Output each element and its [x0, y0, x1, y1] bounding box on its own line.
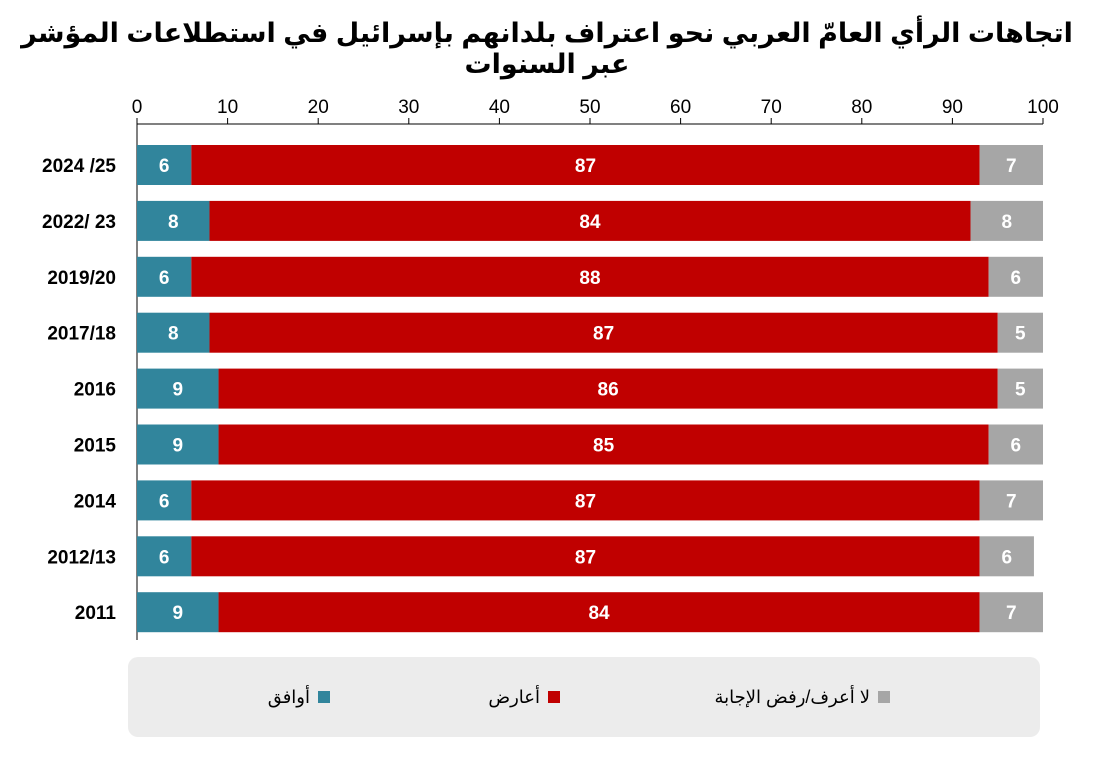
data-label: 7 [1006, 491, 1017, 512]
data-label: 8 [168, 324, 179, 345]
legend: لا أعرف/رفض الإجابة أعارض أوافق [128, 657, 1040, 737]
x-tick-label: 10 [217, 97, 238, 118]
bar-segment [191, 480, 980, 521]
x-tick-label: 60 [670, 97, 691, 118]
category-label: 2019/20 [47, 268, 116, 289]
category-labels: 2024 /25 2022/ 23 2019/20 2017/18 2016 2015 20… [42, 156, 116, 624]
data-label: 8 [168, 212, 179, 233]
data-label: 6 [159, 156, 170, 177]
legend-item-oppose: أعارض [488, 685, 560, 709]
bar-segment [191, 256, 989, 297]
x-tick-label: 40 [489, 97, 510, 118]
category-label: 2011 [75, 603, 117, 624]
data-label: 87 [593, 324, 614, 345]
x-tick-label: 20 [308, 97, 329, 118]
data-label: 9 [172, 380, 183, 401]
bar-segment [137, 536, 192, 577]
data-label: 8 [1001, 212, 1012, 233]
data-label: 5 [1015, 380, 1026, 401]
category-label: 2012/13 [47, 547, 116, 568]
bar-segment [137, 368, 219, 409]
data-label: 6 [159, 268, 170, 289]
data-label: 84 [588, 603, 610, 624]
bar-segment [191, 536, 980, 577]
bar-segment [970, 200, 1043, 241]
data-label: 7 [1006, 603, 1017, 624]
x-tick-label: 70 [761, 97, 782, 118]
category-label: 2016 [74, 380, 116, 401]
bar-segment [979, 592, 1043, 633]
bar-segment [218, 368, 998, 409]
bar-segment [218, 592, 980, 633]
legend-label-agree: أوافق [267, 686, 310, 707]
legend-swatch-oppose [548, 691, 560, 703]
x-tick-label: 0 [132, 97, 143, 118]
stacked-bar-chart: 0 10 20 30 40 50 60 70 80 90 100 6 87 78 84 86 88 68 87 59… [42, 97, 1059, 640]
data-label: 87 [575, 156, 596, 177]
data-label: 85 [593, 436, 615, 457]
legend-item-agree: أوافق [268, 685, 330, 709]
data-label: 6 [159, 491, 170, 512]
x-axis: 0 10 20 30 40 50 60 70 80 90 100 [132, 97, 1059, 640]
bar-segment [997, 312, 1043, 353]
bar-segment [988, 256, 1043, 297]
bar-segment [137, 592, 219, 633]
bar-segment [191, 145, 980, 185]
bar-segment [137, 256, 192, 297]
bar-segment [988, 424, 1043, 465]
legend-label-dontknow: لا أعرف/رفض الإجابة [714, 686, 871, 707]
category-label: 2024 /25 [42, 156, 116, 177]
x-tick-label: 30 [398, 97, 419, 118]
bar-segment [137, 424, 219, 465]
x-tick-label: 100 [1027, 97, 1059, 118]
bar-segment [209, 200, 971, 241]
data-label: 9 [172, 603, 183, 624]
data-label: 84 [579, 212, 601, 233]
bar-segment [979, 145, 1043, 185]
data-label: 6 [1011, 268, 1022, 289]
bar-segment [137, 200, 210, 241]
bar-segment [137, 145, 192, 185]
legend-item-dontknow: لا أعرف/رفض الإجابة [714, 685, 890, 709]
x-tick-label: 50 [579, 97, 600, 118]
data-label: 6 [159, 547, 170, 568]
data-label: 6 [1001, 547, 1012, 568]
legend-label-oppose: أعارض [488, 686, 540, 707]
data-label: 87 [575, 491, 596, 512]
bar-segment [218, 424, 989, 465]
bar-segment [137, 480, 192, 521]
data-label: 86 [598, 380, 619, 401]
x-tick-label: 90 [942, 97, 963, 118]
bar-segment [209, 312, 998, 353]
bar-segment [979, 480, 1043, 521]
bar-segment [137, 312, 210, 353]
category-label: 2015 [74, 436, 117, 457]
x-tick-label: 80 [851, 97, 872, 118]
category-label: 2017/18 [47, 324, 116, 345]
data-label: 88 [579, 268, 600, 289]
data-label: 6 [1011, 436, 1022, 457]
chart-title: اتجاهات الرأي العامّ العربي نحو اعتراف ب… [21, 18, 1073, 79]
data-label: 87 [575, 547, 596, 568]
bars: 6 87 78 84 86 88 68 87 59 86 59 85 66 87 76 87 69 84 7 [137, 145, 1043, 633]
category-label: 2022/ 23 [42, 212, 116, 233]
bar-segment [997, 368, 1043, 409]
legend-swatch-agree [318, 691, 330, 703]
data-label: 9 [172, 436, 183, 457]
category-label: 2014 [74, 491, 117, 512]
data-label: 5 [1015, 324, 1026, 345]
data-label: 7 [1006, 156, 1017, 177]
bar-segment [979, 536, 1034, 577]
legend-swatch-dontknow [878, 691, 890, 703]
